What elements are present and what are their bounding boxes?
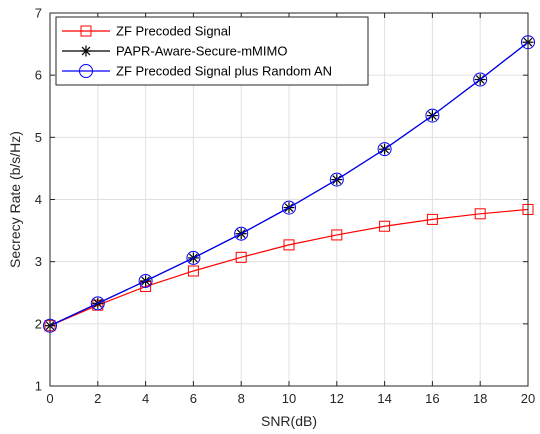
x-tick-label: 20 — [521, 391, 535, 406]
y-tick-label: 7 — [35, 6, 42, 21]
legend-entry-3: ZF Precoded Signal plus Random AN — [62, 64, 332, 79]
x-tick-label: 2 — [94, 391, 101, 406]
x-tick-label: 14 — [377, 391, 391, 406]
marker-circle — [473, 72, 488, 87]
marker-circle — [79, 64, 93, 78]
data-point — [235, 251, 247, 263]
marker-square — [187, 265, 199, 277]
x-tick-label: 8 — [238, 391, 245, 406]
data-point — [379, 220, 391, 232]
legend-label: ZF Precoded Signal plus Random AN — [116, 64, 332, 79]
marker-square — [235, 251, 247, 263]
marker-square — [80, 25, 92, 37]
data-point — [90, 296, 105, 311]
x-tick-label: 4 — [142, 391, 149, 406]
y-tick-label: 2 — [35, 316, 42, 331]
data-point — [186, 250, 201, 265]
series-line — [49, 41, 529, 327]
data-point — [426, 213, 438, 225]
data-point — [425, 108, 440, 123]
data-point — [474, 208, 486, 220]
asterisk-stroke — [81, 46, 91, 56]
y-axis-label: Secrecy Rate (b/s/Hz) — [7, 131, 23, 268]
marker-circle — [377, 142, 392, 157]
marker-circle — [425, 108, 440, 123]
y-tick-label: 4 — [35, 192, 42, 207]
marker-square — [379, 220, 391, 232]
data-point — [473, 72, 488, 87]
y-tick-label: 1 — [35, 379, 42, 394]
data-point — [234, 226, 249, 241]
x-tick-label: 6 — [190, 391, 197, 406]
marker-square — [283, 239, 295, 251]
marker-circle — [282, 200, 296, 215]
marker-circle — [329, 172, 344, 187]
data-point — [331, 229, 343, 241]
y-tick-label: 5 — [35, 130, 42, 145]
x-tick-label: 0 — [46, 391, 53, 406]
data-point — [283, 239, 295, 251]
marker-square — [426, 213, 438, 225]
legend-label: ZF Precoded Signal — [116, 24, 231, 39]
series-line — [49, 208, 529, 327]
marker-square — [331, 229, 343, 241]
data-point — [377, 142, 392, 157]
legend: ZF Precoded Signal PAPR-Aware-Secure-mMIM… — [55, 16, 369, 86]
legend-entry-1: ZF Precoded Signal — [62, 24, 231, 39]
x-tick-label: 10 — [282, 391, 296, 406]
marker-circle — [90, 296, 105, 311]
marker-square — [474, 208, 486, 220]
marker-circle — [234, 226, 249, 241]
y-tick-label: 6 — [35, 68, 42, 83]
marker-asterisk — [80, 45, 92, 57]
data-point — [282, 200, 296, 215]
legend-label: PAPR-Aware-Secure-mMIMO — [116, 44, 287, 59]
legend-entry-2: PAPR-Aware-Secure-mMIMO — [62, 44, 287, 59]
data-point — [138, 273, 153, 288]
marker-circle — [186, 250, 201, 265]
x-tick-label: 18 — [473, 391, 487, 406]
x-tick-label: 16 — [425, 391, 439, 406]
series-3 — [43, 35, 535, 333]
x-tick-label: 12 — [330, 391, 344, 406]
marker-circle — [138, 273, 153, 288]
y-tick-label: 3 — [35, 254, 42, 269]
data-point — [187, 265, 199, 277]
data-point — [329, 172, 344, 187]
series-layer — [43, 35, 535, 333]
x-axis-label: SNR(dB) — [261, 413, 317, 429]
